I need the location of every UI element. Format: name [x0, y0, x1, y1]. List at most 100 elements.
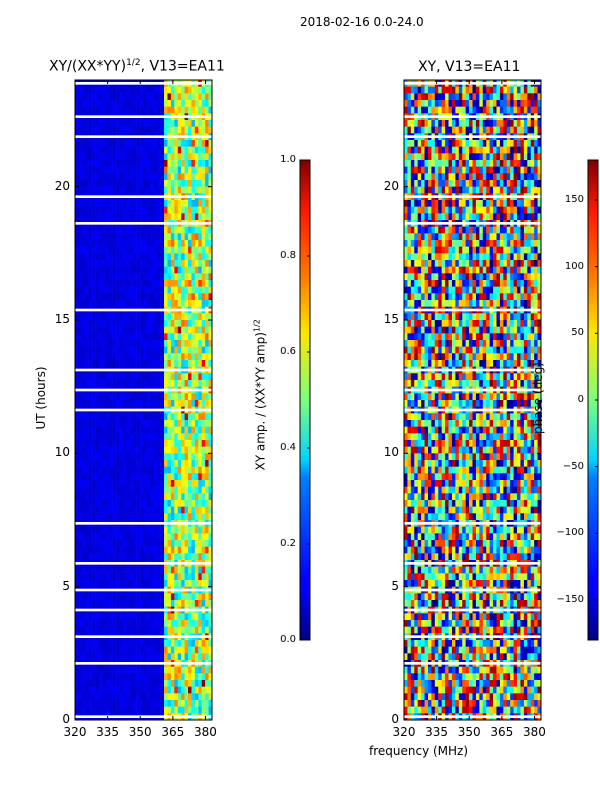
phase-cell	[427, 240, 432, 247]
phase-cell	[427, 153, 432, 161]
amp-cell	[157, 153, 161, 161]
amp-cell	[205, 546, 209, 554]
phase-cell	[421, 186, 425, 194]
amp-cell	[177, 160, 182, 167]
phase-cell	[506, 233, 511, 241]
figure-suptitle: 2018-02-16 0.0-24.0	[300, 15, 424, 29]
amp-cell	[129, 480, 134, 487]
amp-cell	[119, 293, 124, 301]
phase-cell	[465, 213, 470, 221]
amp-cell	[150, 540, 155, 547]
amp-cell	[170, 506, 175, 514]
amp-cell	[95, 180, 100, 187]
amp-cell	[167, 86, 172, 94]
phase-cell	[493, 120, 497, 127]
phase-cell	[527, 226, 532, 234]
amp-cell	[112, 233, 117, 241]
amp-cell	[126, 620, 131, 627]
amp-cell	[81, 620, 86, 627]
amp-cell	[136, 440, 141, 447]
amp-cell	[181, 346, 185, 354]
amp-cell	[105, 100, 110, 107]
amp-cell	[153, 420, 158, 427]
amp-cell	[157, 673, 161, 681]
phase-cell	[404, 260, 408, 267]
amp-cell	[119, 440, 124, 447]
amp-cell	[153, 100, 158, 107]
amp-cell	[170, 200, 175, 207]
amp-cell	[119, 380, 124, 387]
amp-cell	[174, 353, 179, 361]
amp-cell	[136, 186, 141, 194]
amp-cell	[181, 266, 185, 274]
amp-cell	[177, 680, 182, 687]
amp-cell	[75, 453, 79, 461]
amp-cell	[105, 293, 110, 301]
amp-cell	[78, 513, 83, 521]
amp-cell	[109, 573, 113, 581]
amp-cell	[184, 340, 189, 347]
amp-cell	[102, 573, 107, 581]
amp-cell	[198, 326, 203, 334]
amp-cell	[140, 300, 144, 307]
phase-cell	[486, 126, 490, 134]
amp-cell	[75, 326, 79, 334]
amp-cell	[188, 106, 192, 114]
amp-cell	[102, 566, 107, 574]
phase-cell	[434, 166, 439, 174]
amp-cell	[208, 266, 212, 274]
amp-cell	[143, 493, 148, 501]
amp-cell	[146, 280, 151, 287]
amp-cell	[75, 373, 79, 381]
amp-cell	[143, 353, 148, 361]
amp-cell	[174, 400, 179, 407]
amp-cell	[188, 353, 192, 361]
amp-cell	[112, 86, 117, 94]
amp-cell	[102, 493, 107, 501]
amp-cell	[88, 286, 93, 294]
amp-cell	[136, 180, 141, 187]
amp-cell	[136, 380, 141, 387]
amp-cell	[160, 246, 165, 254]
amp-cell	[126, 340, 131, 347]
amp-cell	[174, 533, 179, 541]
phase-cell	[486, 260, 490, 267]
amp-cell	[201, 506, 206, 514]
amp-cell	[177, 693, 182, 701]
amp-cell	[177, 700, 182, 707]
amp-cell	[164, 620, 168, 627]
amp-cell	[184, 100, 189, 107]
amp-cell	[205, 513, 209, 521]
phase-cell	[496, 200, 501, 207]
amp-cell	[184, 460, 189, 467]
amp-cell	[75, 493, 79, 501]
amp-cell	[122, 253, 127, 261]
amp-cell	[174, 173, 179, 181]
amp-cell	[174, 620, 179, 627]
amp-cell	[164, 206, 168, 214]
amp-cell	[140, 480, 144, 487]
phase-cell	[414, 206, 418, 214]
amp-cell	[174, 693, 179, 701]
phase-cell	[410, 146, 415, 154]
amp-cell	[78, 566, 83, 574]
amp-cell	[102, 593, 107, 601]
phase-cell	[434, 93, 439, 101]
amp-cell	[81, 346, 86, 354]
amp-cell	[78, 253, 83, 261]
amp-cell	[174, 453, 179, 461]
amp-cell	[153, 93, 158, 101]
amp-cell	[126, 493, 131, 501]
amp-cell	[184, 173, 189, 181]
amp-cell	[102, 420, 107, 427]
amp-cell	[112, 373, 117, 381]
amp-cell	[201, 140, 206, 147]
amp-cell	[98, 693, 103, 701]
amp-cell	[174, 706, 179, 714]
phase-cell	[537, 106, 541, 114]
amp-cell	[170, 446, 175, 454]
amp-cell	[153, 226, 158, 234]
phase-cell	[496, 120, 501, 127]
phase-cell	[469, 173, 473, 181]
amp-cell	[105, 120, 110, 127]
